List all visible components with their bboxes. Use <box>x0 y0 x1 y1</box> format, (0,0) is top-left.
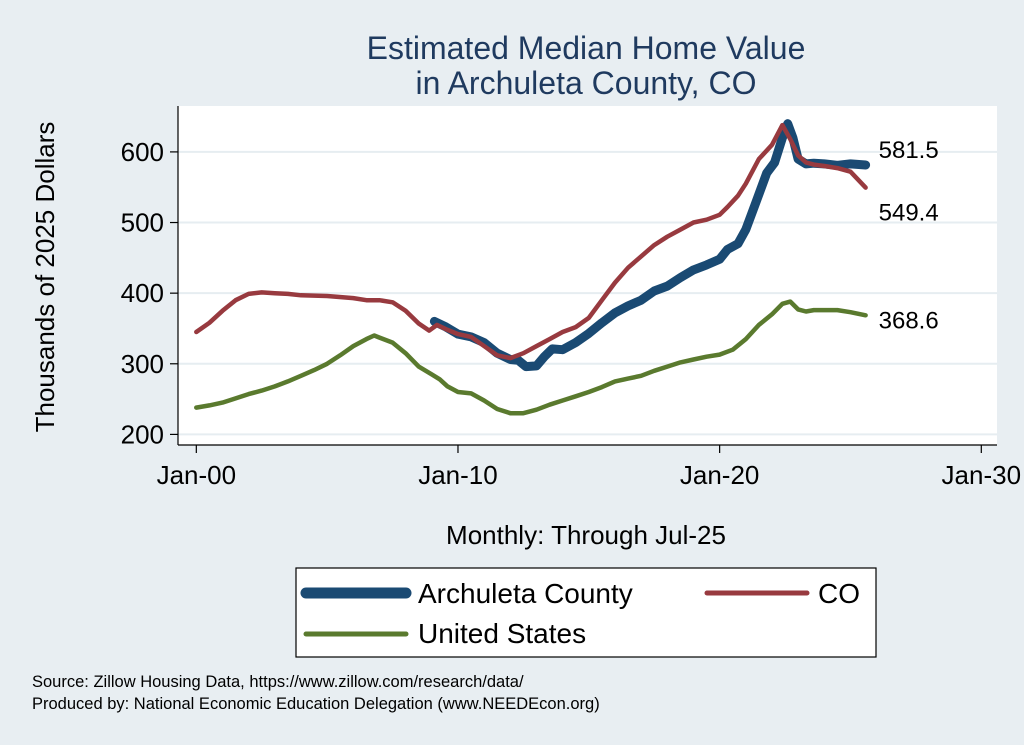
legend: Archuleta County CO United States <box>295 567 877 658</box>
legend-box <box>295 567 877 658</box>
end-label-archuleta-county: 581.5 <box>879 137 939 164</box>
series-line-united-states <box>194 299 868 416</box>
chart-title-line-1: Estimated Median Home Value <box>367 30 806 66</box>
legend-label-co: CO <box>818 578 860 609</box>
chart-title-line-2: in Archuleta County, CO <box>416 65 757 101</box>
x-tick-label: Jan-30 <box>942 460 1022 490</box>
x-tick-label: Jan-00 <box>157 460 237 490</box>
legend-label-us: United States <box>418 618 586 649</box>
y-tick-label: 300 <box>121 349 164 379</box>
y-tick-label: 200 <box>121 419 164 449</box>
y-tick-label: 600 <box>121 137 164 167</box>
series-lines <box>194 119 871 416</box>
x-axis-label: Monthly: Through Jul-25 <box>446 520 726 550</box>
legend-label-archuleta: Archuleta County <box>418 578 633 609</box>
y-axis-label: Thousands of 2025 Dollars <box>30 122 60 433</box>
axes: 200 300 400 500 600 Jan-00 Jan-10 Jan-20 Jan-30 <box>121 106 1021 490</box>
end-label-united-states: 368.6 <box>879 307 939 334</box>
y-tick-label: 500 <box>121 208 164 238</box>
x-tick-label: Jan-10 <box>418 460 498 490</box>
gridlines <box>178 150 997 436</box>
source-line-2: Produced by: National Economic Education… <box>32 695 600 713</box>
end-labels: 581.5 549.4 368.6 <box>879 137 939 334</box>
x-tick-label: Jan-20 <box>680 460 760 490</box>
source-line-1: Source: Zillow Housing Data, https://www… <box>32 673 524 691</box>
end-label-co: 549.4 <box>879 200 939 227</box>
y-tick-label: 400 <box>121 278 164 308</box>
series-line-co <box>194 122 868 361</box>
